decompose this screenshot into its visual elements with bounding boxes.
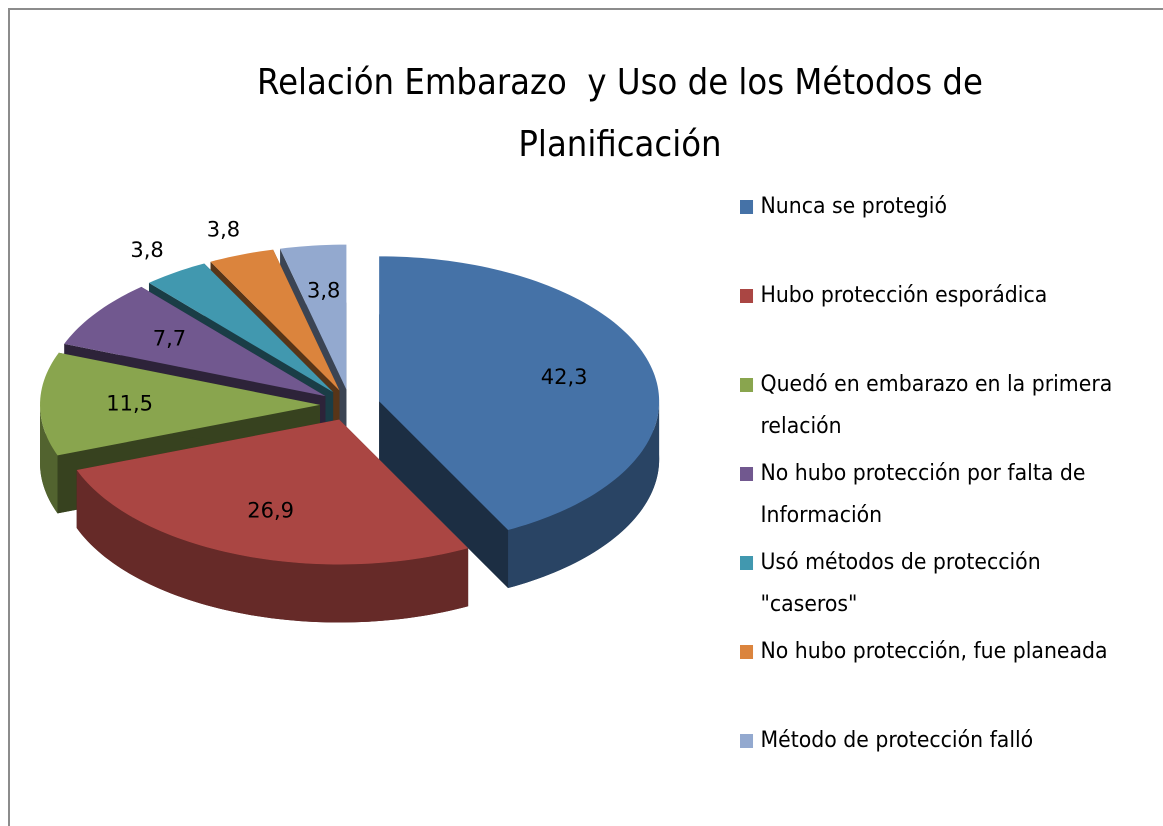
slice-top: [148, 263, 334, 393]
slice-top: [76, 419, 469, 565]
legend-swatch: [740, 556, 754, 570]
data-label: 3,8: [207, 217, 240, 241]
slice-top: [280, 244, 347, 390]
slice-wall: [40, 404, 58, 514]
slice-top: [210, 249, 340, 391]
legend-item: No hubo protección, fue planeada: [740, 631, 1140, 720]
slice: [76, 419, 469, 623]
legend: Nunca se protegió Hubo protección esporád…: [740, 186, 1163, 809]
legend-swatch: [740, 378, 754, 392]
legend-item: Nunca se protegió: [740, 186, 1140, 275]
chart: 42,3 26,9 11,5 7,7 3,8 3,8 3,8: [40, 217, 660, 623]
legend-label: Nunca se protegió: [760, 194, 948, 219]
legend-label: Quedó en embarazo en la primera relación: [760, 372, 1113, 439]
slice: [379, 256, 660, 589]
legend-label: No hubo protección, fue planeada: [760, 639, 1108, 664]
slice-wall: [508, 401, 660, 589]
data-label: 7,7: [153, 327, 186, 351]
legend-swatch: [740, 200, 754, 214]
legend-swatch: [740, 289, 754, 303]
chart-title: Relación Embarazo y Uso de los Métodos d…: [257, 62, 994, 165]
legend-item: Quedó en embarazo en la primera relación: [740, 364, 1140, 453]
legend-swatch: [740, 645, 754, 659]
legend-label: Usó métodos de protección "caseros": [760, 550, 1041, 617]
legend-item: Usó métodos de protección "caseros": [740, 542, 1140, 631]
legend-item: Método de protección falló: [740, 720, 1140, 809]
legend-label: Hubo protección esporádica: [760, 283, 1048, 308]
data-label: 11,5: [106, 391, 153, 415]
legend-label: No hubo protección por falta de Informac…: [760, 461, 1086, 528]
slice-top: [40, 352, 321, 456]
chart-frame: [8, 8, 1163, 826]
slice-side: [379, 401, 509, 589]
data-label: 3,8: [307, 279, 340, 303]
legend-item: No hubo protección por falta de Informac…: [740, 453, 1140, 542]
legend-label: Método de protección falló: [760, 728, 1034, 753]
legend-item: Hubo protección esporádica: [740, 275, 1140, 364]
data-label: 3,8: [130, 238, 163, 262]
data-label: 26,9: [247, 498, 294, 522]
slice-wall: [76, 469, 469, 623]
data-label: 42,3: [541, 365, 588, 389]
legend-swatch: [740, 734, 754, 748]
legend-swatch: [740, 467, 754, 481]
slice-top: [379, 256, 660, 531]
slice-top: [64, 286, 326, 397]
